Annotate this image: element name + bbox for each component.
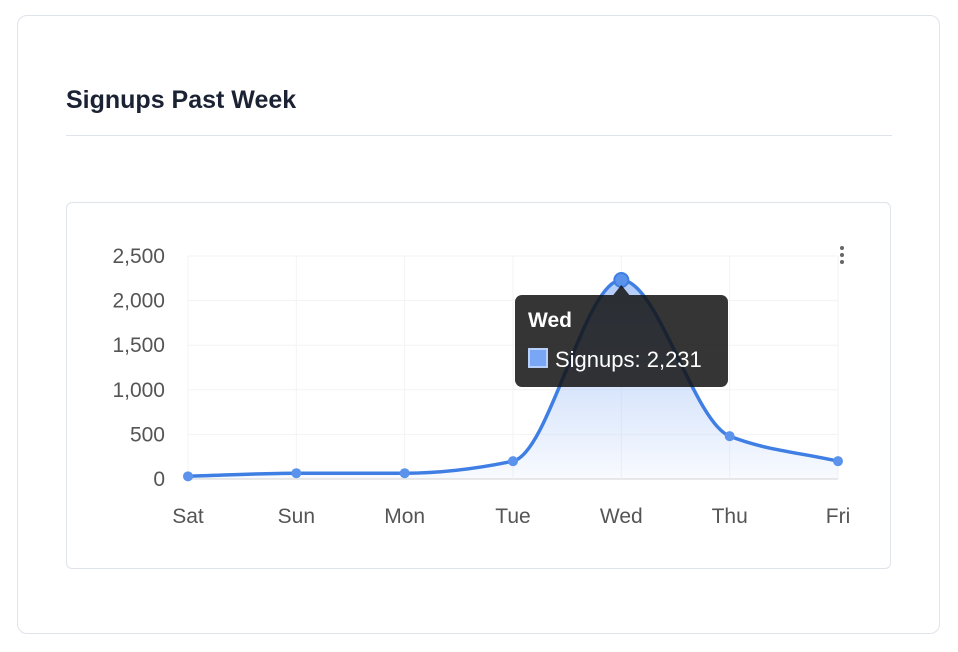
- x-tick-label: Fri: [826, 505, 851, 528]
- y-tick-label: 0: [153, 468, 165, 491]
- x-tick-label: Wed: [600, 505, 643, 528]
- data-point: [183, 471, 193, 482]
- tooltip-title: Wed: [528, 309, 572, 332]
- data-point: [291, 468, 302, 479]
- x-tick-label: Sat: [172, 505, 204, 528]
- data-point: [613, 271, 630, 288]
- tooltip-caret: [613, 285, 630, 295]
- data-point: [833, 456, 843, 467]
- signups-card: [17, 15, 940, 634]
- chart-tooltip: Wed Signups: 2,231: [515, 295, 728, 387]
- y-tick-label: 1,500: [112, 334, 165, 357]
- data-point: [724, 431, 735, 442]
- tooltip-swatch: [528, 348, 548, 368]
- y-tick-label: 2,500: [112, 245, 165, 268]
- chart-menu-icon[interactable]: [833, 244, 851, 270]
- area-fill: [188, 279, 838, 479]
- y-tick-label: 1,000: [112, 379, 165, 402]
- x-tick-label: Mon: [384, 505, 425, 528]
- y-tick-label: 500: [130, 423, 165, 446]
- y-tick-label: 2,000: [112, 290, 165, 313]
- x-tick-label: Sun: [278, 505, 315, 528]
- data-point: [508, 456, 518, 467]
- data-point: [399, 468, 410, 479]
- card-title: Signups Past Week: [66, 86, 297, 114]
- tooltip-value: Signups: 2,231: [555, 347, 702, 372]
- divider: [66, 135, 892, 136]
- x-tick-label: Tue: [495, 505, 530, 528]
- x-tick-label: Thu: [712, 505, 748, 528]
- chart-panel: [66, 202, 891, 569]
